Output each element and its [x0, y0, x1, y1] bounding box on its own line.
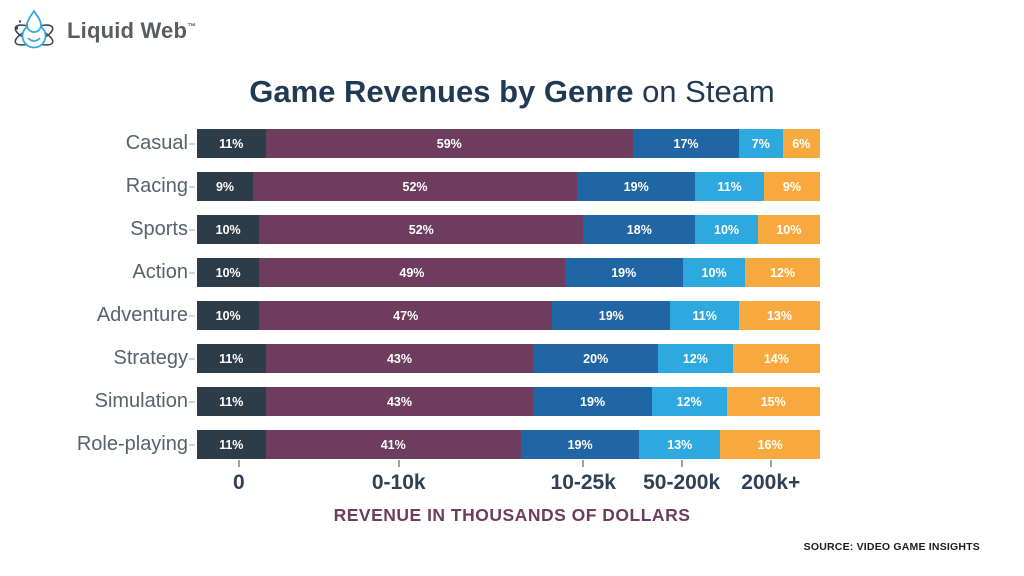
- bar-segment-200k+: 15%: [726, 387, 820, 416]
- chart-row: Casual 11% 59% 17% 7% 6%: [0, 129, 820, 158]
- category-label: Casual: [125, 132, 188, 154]
- chart-row: Strategy 11% 43% 20% 12% 14%: [0, 344, 820, 373]
- bar-segment-0-10k: 49%: [259, 258, 565, 287]
- bar-segment-0: 10%: [197, 215, 260, 244]
- axis-label-10-25k: 10-25k: [550, 471, 616, 494]
- bar-segment-50-200k: 13%: [639, 430, 721, 459]
- bar-segment-200k+: 6%: [782, 129, 820, 158]
- bar-segment-0-10k: 52%: [253, 172, 578, 201]
- bar-segment-50-200k: 11%: [670, 301, 739, 330]
- trademark-symbol: ™: [187, 21, 197, 32]
- bar-segment-10-25k: 19%: [564, 258, 683, 287]
- bar-segment-50-200k: 7%: [738, 129, 783, 158]
- category-label: Role-playing: [76, 433, 188, 455]
- bar-segment-50-200k: 12%: [657, 344, 733, 373]
- x-axis-title: REVENUE IN THOUSANDS OF DOLLARS: [333, 505, 691, 525]
- bar-segment-0: 9%: [197, 172, 254, 201]
- bar-segment-50-200k: 10%: [695, 215, 758, 244]
- bar-segment-0-10k: 43%: [265, 387, 534, 416]
- bar-segment-50-200k: 10%: [682, 258, 746, 287]
- bar-segment-0: 11%: [197, 129, 266, 158]
- bar-segment-200k+: 16%: [720, 430, 820, 459]
- bar-segment-10-25k: 17%: [633, 129, 739, 158]
- bar-segment-10-25k: 18%: [583, 215, 696, 244]
- stacked-bar: 10% 47% 19% 11% 13%: [189, 301, 820, 330]
- chart-row: Adventure 10% 47% 19% 11% 13%: [0, 301, 820, 330]
- title-suffix: on Steam: [633, 74, 775, 109]
- stacked-bar: 11% 43% 20% 12% 14%: [189, 344, 820, 373]
- bar-segment-0-10k: 59%: [265, 129, 634, 158]
- liquid-web-logo: Liquid Web™: [12, 8, 196, 54]
- chart-row: Racing 9% 52% 19% 11% 9%: [0, 172, 820, 201]
- bar-segment-0: 11%: [197, 430, 266, 459]
- bar-segment-200k+: 9%: [763, 172, 820, 201]
- bar-segment-200k+: 14%: [732, 344, 820, 373]
- chart-row: Sports 10% 52% 18% 10% 10%: [0, 215, 820, 244]
- stacked-bar: 10% 52% 18% 10% 10%: [189, 215, 820, 244]
- category-label: Adventure: [96, 304, 188, 326]
- title-main: Game Revenues by Genre: [249, 74, 634, 109]
- bar-segment-200k+: 10%: [757, 215, 820, 244]
- liquid-web-droplet-icon: [14, 9, 54, 49]
- chart-row: Action 10% 49% 19% 10% 12%: [0, 258, 820, 287]
- bar-segment-10-25k: 19%: [533, 387, 652, 416]
- category-label: Action: [132, 261, 188, 283]
- axis-label-0-10k: 0-10k: [371, 471, 426, 494]
- stacked-bar: 10% 49% 19% 10% 12%: [189, 258, 820, 287]
- page-title: Game Revenues by Genre on Steam: [0, 74, 1024, 110]
- stacked-bar: 9% 52% 19% 11% 9%: [189, 172, 820, 201]
- axis-tick: [582, 460, 585, 467]
- axis-tick: [769, 460, 772, 467]
- axis-tick: [680, 460, 683, 467]
- axis-label-50-200k: 50-200k: [643, 471, 721, 494]
- bar-segment-0: 11%: [197, 387, 266, 416]
- bar-segment-10-25k: 19%: [577, 172, 696, 201]
- bar-segment-0-10k: 47%: [259, 301, 553, 330]
- stacked-bar-chart: Casual 11% 59% 17% 7% 6% Racing 9% 52% 19% 11% 9% Sp…: [0, 129, 820, 473]
- axis-tick: [397, 460, 400, 467]
- logo-text: Liquid Web: [67, 18, 188, 43]
- bar-segment-50-200k: 12%: [651, 387, 727, 416]
- bar-segment-0-10k: 52%: [259, 215, 584, 244]
- category-label: Sports: [130, 218, 188, 240]
- bar-segment-0: 10%: [197, 301, 260, 330]
- x-axis: 0 0-10k 10-25k 50-200k 200k+: [205, 460, 820, 500]
- bar-segment-0-10k: 43%: [265, 344, 534, 373]
- category-label: Strategy: [113, 347, 188, 369]
- stacked-bar: 11% 43% 19% 12% 15%: [189, 387, 820, 416]
- bar-segment-200k+: 12%: [745, 258, 820, 287]
- axis-label-0: 0: [232, 471, 245, 494]
- stacked-bar: 11% 41% 19% 13% 16%: [189, 430, 820, 459]
- logo-wordmark: Liquid Web™: [67, 18, 196, 44]
- bar-segment-10-25k: 19%: [552, 301, 671, 330]
- axis-label-200k+: 200k+: [741, 471, 801, 494]
- bar-segment-0: 10%: [197, 258, 260, 287]
- stacked-bar: 11% 59% 17% 7% 6%: [189, 129, 820, 158]
- bar-segment-10-25k: 19%: [520, 430, 640, 459]
- chart-row: Role-playing 11% 41% 19% 13% 16%: [0, 430, 820, 459]
- bar-segment-0-10k: 41%: [265, 430, 521, 459]
- bar-segment-0: 11%: [197, 344, 266, 373]
- chart-rows: Casual 11% 59% 17% 7% 6% Racing 9% 52% 19% 11% 9% Sp…: [0, 129, 820, 459]
- chart-row: Simulation 11% 43% 19% 12% 15%: [0, 387, 820, 416]
- source-credit: SOURCE: VIDEO GAME INSIGHTS: [803, 541, 980, 553]
- category-label: Racing: [125, 175, 188, 197]
- bar-segment-10-25k: 20%: [533, 344, 658, 373]
- bar-segment-50-200k: 11%: [695, 172, 764, 201]
- axis-tick: [237, 460, 240, 467]
- category-label: Simulation: [94, 390, 188, 412]
- bar-segment-200k+: 13%: [738, 301, 820, 330]
